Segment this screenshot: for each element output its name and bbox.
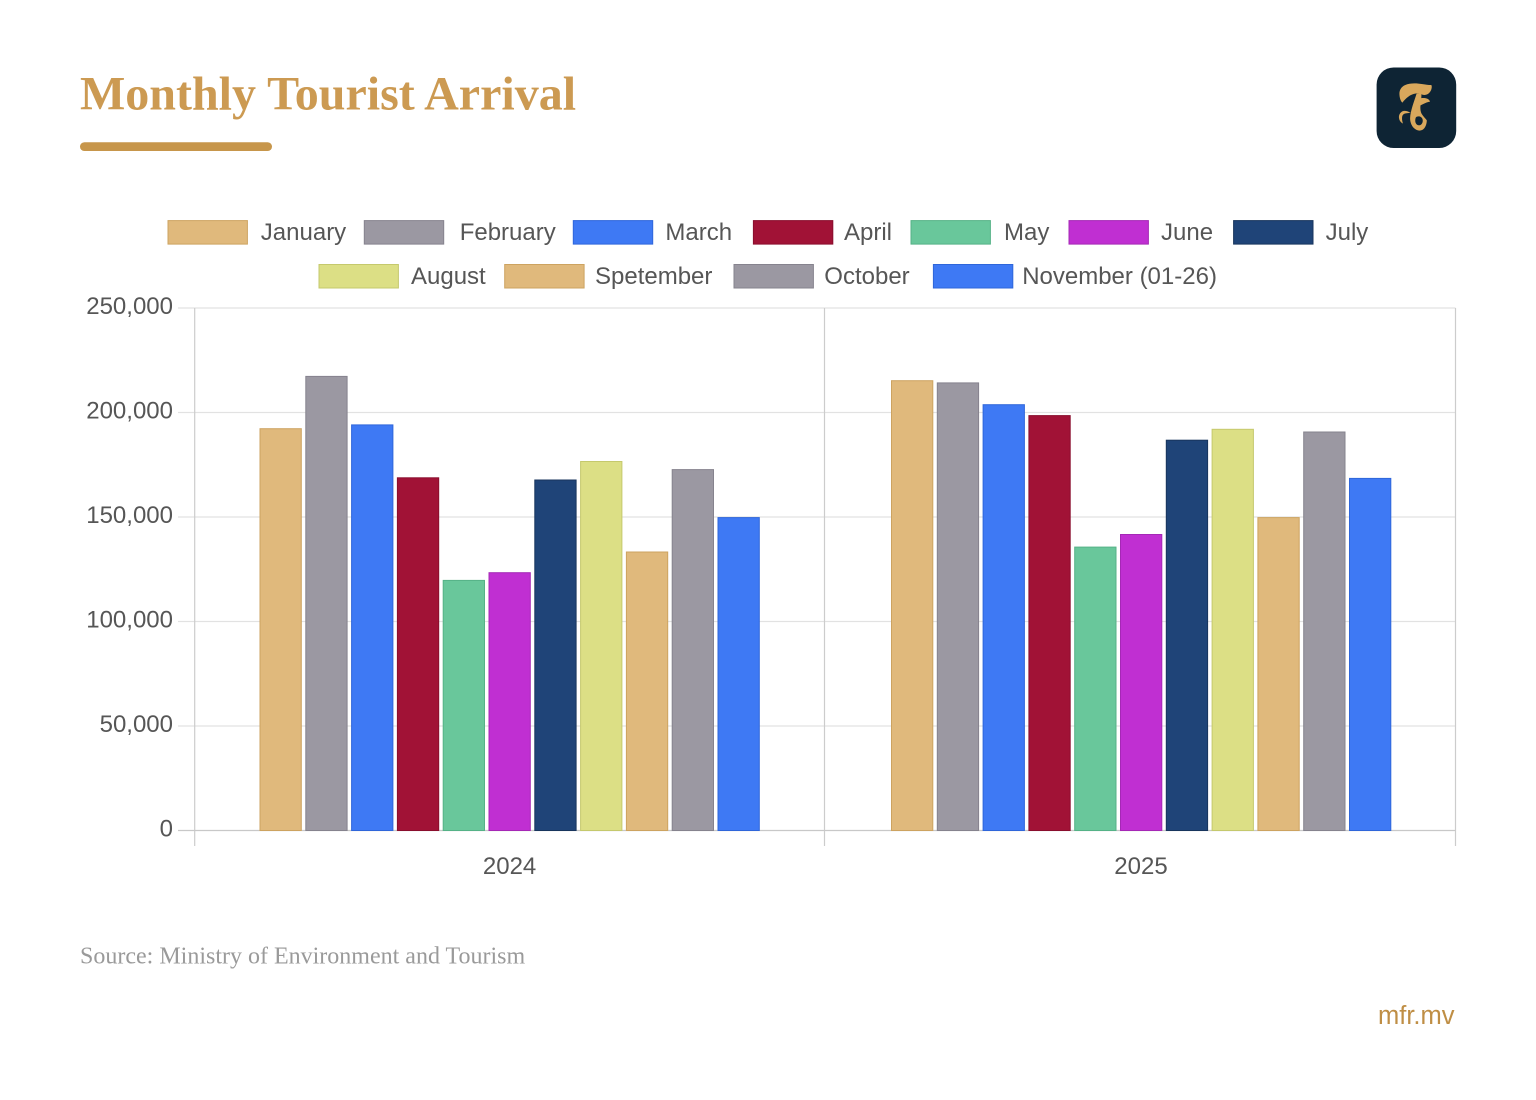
svg-text:Monthly Tourist Arrival: Monthly Tourist Arrival: [80, 67, 576, 120]
svg-text:May: May: [1004, 219, 1049, 246]
svg-text:50,000: 50,000: [100, 711, 173, 738]
svg-text:February: February: [460, 219, 556, 246]
svg-text:January: January: [261, 219, 346, 246]
svg-text:Source: Ministry of Environmen: Source: Ministry of Environment and Tour…: [80, 944, 525, 970]
svg-text:0: 0: [160, 816, 173, 843]
svg-text:March: March: [665, 219, 732, 246]
svg-text:2025: 2025: [1114, 853, 1167, 880]
svg-text:Spetember: Spetember: [595, 263, 712, 290]
svg-text:April: April: [844, 219, 892, 246]
svg-text:October: October: [824, 263, 909, 290]
svg-text:July: July: [1326, 219, 1369, 246]
svg-text:150,000: 150,000: [86, 502, 173, 529]
svg-text:200,000: 200,000: [86, 398, 173, 425]
svg-text:2024: 2024: [483, 853, 536, 880]
svg-text:November (01-26): November (01-26): [1022, 263, 1217, 290]
svg-text:100,000: 100,000: [86, 607, 173, 634]
svg-text:250,000: 250,000: [86, 293, 173, 320]
svg-text:mfr.mv: mfr.mv: [1378, 1002, 1455, 1030]
svg-text:August: August: [411, 263, 486, 290]
svg-text:June: June: [1161, 219, 1213, 246]
